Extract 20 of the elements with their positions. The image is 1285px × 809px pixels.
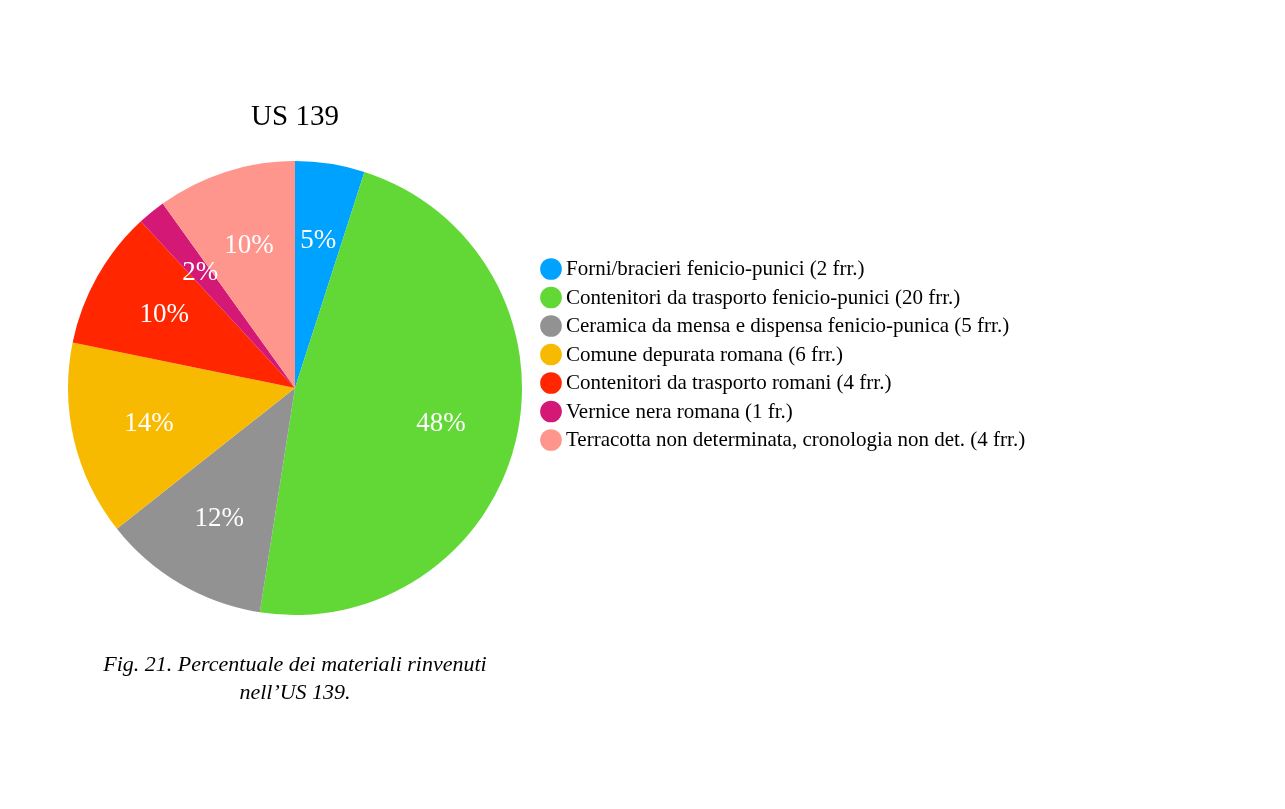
legend-label: Vernice nera romana (1 fr.) [566,398,793,423]
pie-slice [68,342,295,529]
data-label: 10% [224,229,274,260]
legend-label: Ceramica da mensa e dispensa fenicio-punica (5 frr.) [566,313,1010,337]
legend-label: Forni/bracieri fenicio-punici (2 frr.) [566,256,865,280]
data-label: 12% [194,501,245,532]
data-label: 10% [139,298,190,329]
data-label: 14% [124,406,174,437]
pie-slice [72,221,295,388]
data-label: 5% [300,223,337,254]
legend-label: Terracotta non determinata, cronologia non det. (4 frr.) [566,427,1026,451]
legend-label: Contenitori da trasporto fenicio-punici (20 frr.) [566,284,961,309]
data-label: 48% [416,406,466,437]
legend-label: Contenitori da trasporto romani (4 frr.) [566,370,892,394]
data-label: 2% [182,255,219,286]
pie-slice [295,161,365,388]
chart-title: US 139 [251,99,339,131]
caption: Fig. 21. Percentuale dei materiali rinvenuti nell’US 139. [102,650,488,706]
pie-slice [116,388,295,613]
legend-label: Comune depurata romana (6 frr.) [566,341,843,366]
